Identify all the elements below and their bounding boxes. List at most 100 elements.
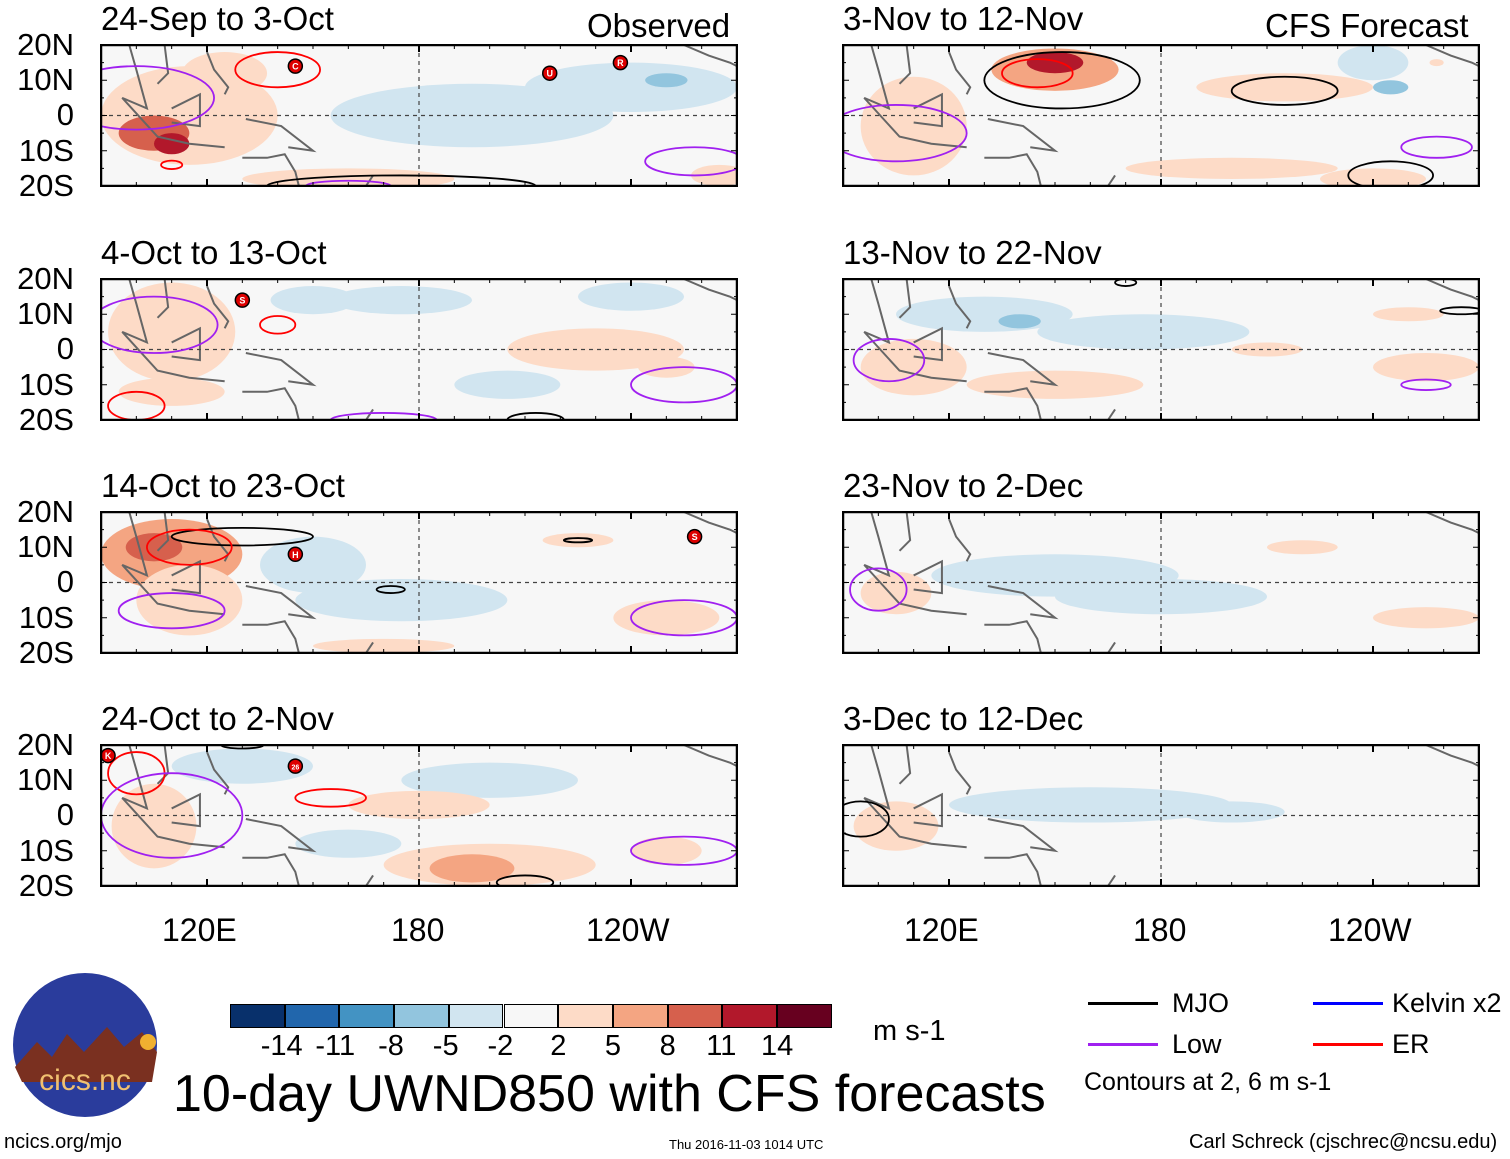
svg-text:R: R <box>617 58 624 68</box>
mjo-contour <box>1230 75 1339 106</box>
easterly-anomaly <box>260 536 366 594</box>
westerly-anomaly <box>182 52 268 95</box>
mjo-contour <box>495 874 555 887</box>
westerly-anomaly <box>1373 607 1479 629</box>
svg-text:H: H <box>292 550 299 560</box>
westerly-anomaly <box>1320 168 1426 187</box>
er-contour <box>1001 58 1074 89</box>
low-contour <box>842 104 968 163</box>
lat-label: 20S <box>18 634 74 670</box>
colorbar-tick-label: 11 <box>706 1030 737 1062</box>
westerly-anomaly <box>1267 540 1338 555</box>
colorbar-swatch <box>230 1004 285 1028</box>
colorbar-swatch <box>667 1004 723 1028</box>
svg-text:S: S <box>692 532 698 542</box>
er-contour <box>294 788 367 808</box>
easterly-anomaly <box>270 286 356 315</box>
lat-label: 20S <box>18 167 74 203</box>
easterly-anomaly <box>1037 314 1250 350</box>
svg-text:C: C <box>292 62 299 72</box>
map-panel <box>842 44 1480 187</box>
low-contour <box>100 295 219 354</box>
colorbar-tick-label: -8 <box>378 1030 404 1062</box>
mjo-contour <box>1439 306 1480 316</box>
svg-text:26: 26 <box>291 765 299 772</box>
map-panel: S <box>100 278 738 421</box>
westerly-anomaly <box>118 377 225 406</box>
colorbar-units: m s-1 <box>873 1015 946 1047</box>
panel-title: 23-Nov to 2-Dec <box>843 467 1084 504</box>
lat-label: 10N <box>17 529 74 565</box>
figure-title: 10-day UWND850 with CFS forecasts <box>173 1065 1046 1123</box>
svg-text:K: K <box>105 751 112 761</box>
lat-label: 10N <box>17 762 74 798</box>
tropical-cyclone-icon: U <box>541 65 558 81</box>
panel-title: 24-Oct to 2-Nov <box>101 700 334 737</box>
lat-label: 10N <box>17 296 74 332</box>
westerly-anomaly <box>860 338 967 396</box>
lat-label: 0 <box>56 797 74 833</box>
footer-url[interactable]: ncics.org/mjo <box>4 1131 122 1153</box>
svg-text:U: U <box>546 69 553 79</box>
map-panel <box>842 278 1480 421</box>
map-panel <box>842 744 1480 887</box>
map-panel: HS <box>100 511 738 654</box>
easterly-anomaly <box>645 73 688 88</box>
low-contour <box>644 146 738 177</box>
colorbar-tick-label: -14 <box>260 1030 303 1062</box>
lat-label: 20N <box>17 27 74 62</box>
low-contour <box>1400 135 1473 159</box>
tropical-cyclone-icon: K <box>100 747 116 764</box>
mjo-contour <box>842 800 890 838</box>
coastline <box>863 511 1480 654</box>
westerly-anomaly <box>1231 342 1303 357</box>
westerly-anomaly <box>638 356 695 378</box>
easterly-anomaly <box>525 62 737 112</box>
er-contour <box>259 315 297 335</box>
colorbar-tick-label: -5 <box>432 1030 459 1062</box>
easterly-anomaly <box>1337 45 1409 81</box>
lat-label: 10S <box>18 366 74 402</box>
easterly-anomaly <box>295 829 402 858</box>
panel-title: 4-Oct to 13-Oct <box>101 234 327 271</box>
easterly-anomaly <box>330 286 472 315</box>
easterly-anomaly <box>998 314 1041 329</box>
lon-label: 120E <box>162 912 237 948</box>
mjo-contour <box>1347 160 1434 187</box>
cics-logo: cics.nc <box>13 973 157 1117</box>
colorbar-swatch <box>722 1004 777 1028</box>
low-contour <box>852 338 926 383</box>
low-contour <box>1400 378 1452 391</box>
contour-note: Contours at 2, 6 m s-1 <box>1084 1068 1332 1096</box>
lat-label: 10N <box>17 62 74 98</box>
lon-label: 120E <box>904 912 979 948</box>
legend-er-line <box>1313 1043 1383 1046</box>
map-panel <box>842 511 1480 654</box>
legend-er-label: ER <box>1392 1029 1430 1059</box>
tropical-cyclone-icon: R <box>612 54 629 71</box>
legend-low-line <box>1088 1043 1158 1046</box>
lat-label: 20N <box>17 494 74 529</box>
easterly-anomaly <box>454 370 561 399</box>
legend-kelvin-line <box>1313 1002 1383 1005</box>
panel-title: 13-Nov to 22-Nov <box>843 234 1102 271</box>
lat-label: 10S <box>18 832 74 868</box>
lat-label: 20N <box>17 261 74 296</box>
westerly-anomaly <box>1429 59 1444 67</box>
observed-column-label: Observed <box>587 7 731 44</box>
tropical-cyclone-icon: H <box>287 546 304 563</box>
legend-low-label: Low <box>1172 1029 1222 1059</box>
lat-label: 20S <box>18 867 74 903</box>
lat-label: 20S <box>18 401 74 437</box>
footer-timestamp: Thu 2016-11-03 1014 UTC <box>669 1137 824 1152</box>
westerly-anomaly <box>1373 353 1479 382</box>
map-panel: K 26 <box>100 744 738 887</box>
westerly-anomaly <box>1196 73 1373 102</box>
svg-text:S: S <box>239 296 245 306</box>
lat-label: 0 <box>56 564 74 600</box>
easterly-anomaly <box>401 762 578 798</box>
colorbar-tick-label: 2 <box>550 1030 567 1062</box>
westerly-anomaly <box>1026 52 1084 74</box>
er-contour <box>234 51 321 89</box>
mjo-contour <box>983 51 1141 110</box>
